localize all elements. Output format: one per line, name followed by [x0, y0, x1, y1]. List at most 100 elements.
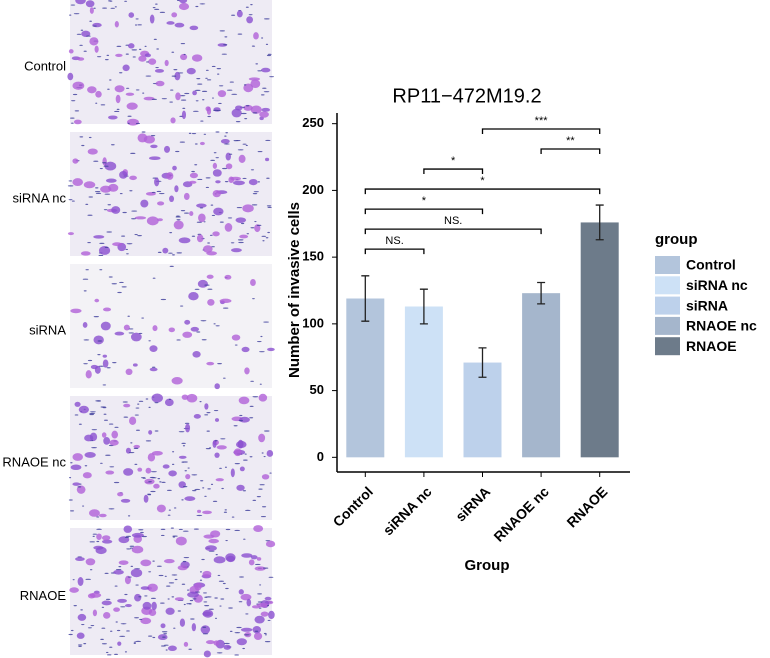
cell [237, 239, 244, 241]
cell [184, 319, 191, 325]
cell [173, 627, 176, 629]
cell [124, 575, 131, 585]
bar [522, 293, 561, 458]
cell [224, 223, 233, 232]
cell [69, 477, 72, 479]
cell [109, 630, 113, 632]
cell [131, 49, 138, 51]
cell [221, 53, 228, 55]
cell [92, 533, 98, 535]
cell [223, 511, 228, 513]
cell [124, 536, 130, 539]
cell [174, 22, 185, 28]
cell [230, 248, 242, 253]
cell [74, 414, 79, 416]
cell [182, 486, 188, 488]
cell [137, 234, 142, 237]
cell [83, 50, 87, 52]
cell [134, 233, 138, 236]
cell [214, 383, 220, 390]
cell [135, 407, 140, 409]
cell [168, 398, 171, 400]
cell [263, 632, 267, 635]
micrograph [68, 393, 274, 520]
cell [121, 286, 127, 288]
cell [202, 633, 209, 635]
cell [266, 450, 274, 457]
cell [80, 609, 83, 611]
cell [93, 160, 99, 162]
significance-label: *** [535, 115, 549, 127]
cell [138, 596, 142, 598]
cell [231, 516, 235, 518]
cell [267, 619, 271, 622]
cell [267, 53, 272, 55]
cell [263, 430, 270, 432]
cell [152, 560, 155, 562]
cell [263, 455, 266, 458]
cell [218, 102, 222, 105]
cell [81, 30, 91, 37]
cell [101, 643, 107, 645]
cell [206, 411, 211, 414]
cell [236, 206, 243, 209]
cell [210, 159, 216, 161]
cell [72, 93, 78, 96]
cell [214, 617, 218, 619]
cell [156, 504, 166, 513]
cell [254, 220, 257, 223]
significance-bracket [423, 168, 484, 175]
cell [84, 434, 94, 442]
cell [233, 425, 238, 427]
cell [203, 221, 206, 223]
cell [85, 203, 89, 205]
cell [258, 607, 262, 609]
cell [224, 274, 232, 280]
cell [114, 85, 125, 93]
cell [191, 623, 197, 632]
cell [124, 604, 132, 608]
cell [130, 565, 134, 567]
cell [193, 414, 201, 419]
cell [203, 133, 207, 135]
cell [138, 529, 144, 531]
cell [257, 70, 262, 72]
cell [163, 558, 175, 564]
cell [231, 334, 241, 341]
cell [124, 593, 128, 596]
cell [250, 555, 258, 560]
cell [149, 14, 155, 24]
cell [192, 110, 199, 112]
cell [181, 110, 187, 120]
cell [257, 181, 261, 183]
cell [234, 344, 238, 346]
cell [255, 63, 259, 65]
cell [194, 488, 201, 491]
cell [168, 327, 175, 333]
cell [68, 633, 73, 636]
cell [157, 251, 162, 253]
cell [89, 37, 99, 46]
cell [213, 409, 219, 412]
cell [207, 115, 211, 118]
cell [231, 14, 236, 16]
cell [223, 642, 230, 645]
cell [162, 247, 169, 254]
cell [211, 65, 216, 68]
cell [202, 592, 208, 594]
cell [126, 102, 138, 110]
cell [97, 354, 101, 356]
cell [207, 242, 211, 244]
cell [125, 535, 132, 537]
cell [106, 367, 111, 369]
cell [70, 629, 74, 632]
significance-label: * [480, 175, 485, 187]
cell [120, 606, 126, 608]
cell [76, 485, 86, 494]
x-axis-label: Group [465, 557, 510, 574]
error-bar [361, 275, 370, 322]
cell [228, 153, 233, 155]
cell [261, 452, 264, 454]
cell [180, 99, 187, 101]
cell [200, 120, 204, 122]
